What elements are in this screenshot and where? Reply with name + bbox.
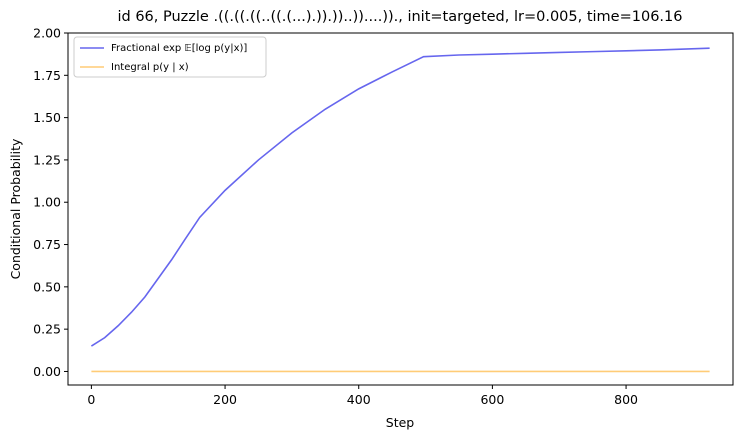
x-tick-label: 800 (614, 392, 638, 407)
legend-label-fractional: Fractional exp 𝔼[log p(y|x)] (111, 43, 247, 54)
y-tick-label: 1.75 (33, 68, 61, 83)
y-tick-label: 0.50 (33, 279, 61, 294)
series-line-0 (90, 47, 710, 347)
y-tick-label: 1.50 (33, 110, 61, 125)
x-axis-label: Step (386, 415, 415, 430)
legend-label-integral: Integral p(y | x) (111, 62, 189, 73)
y-tick-label: 0.75 (33, 237, 61, 252)
x-tick-label: 0 (87, 392, 95, 407)
y-tick-label: 1.25 (33, 152, 61, 167)
y-tick-label: 0.25 (33, 322, 61, 337)
series-layer (90, 47, 710, 373)
plot-background (68, 33, 733, 385)
legend-box (73, 36, 267, 78)
plot-frame (67, 32, 734, 386)
legend: Fractional exp 𝔼[log p(y|x)] Integral p(… (73, 36, 267, 78)
y-tick-label: 2.00 (33, 26, 61, 41)
y-tick-label: 1.00 (33, 195, 61, 210)
x-tick-label: 600 (480, 392, 504, 407)
y-axis-label: Conditional Probability (8, 138, 23, 279)
chart-title: id 66, Puzzle .((.((.((..((.(...).)).)).… (117, 9, 682, 25)
x-tick-label: 400 (347, 392, 371, 407)
y-ticks: 0.00 0.25 0.50 0.75 1.00 1.25 1.50 1.75 2.00 (33, 26, 68, 379)
x-ticks: 0 200 400 600 800 (87, 385, 638, 407)
y-tick-label: 0.00 (33, 364, 61, 379)
x-tick-label: 200 (213, 392, 237, 407)
